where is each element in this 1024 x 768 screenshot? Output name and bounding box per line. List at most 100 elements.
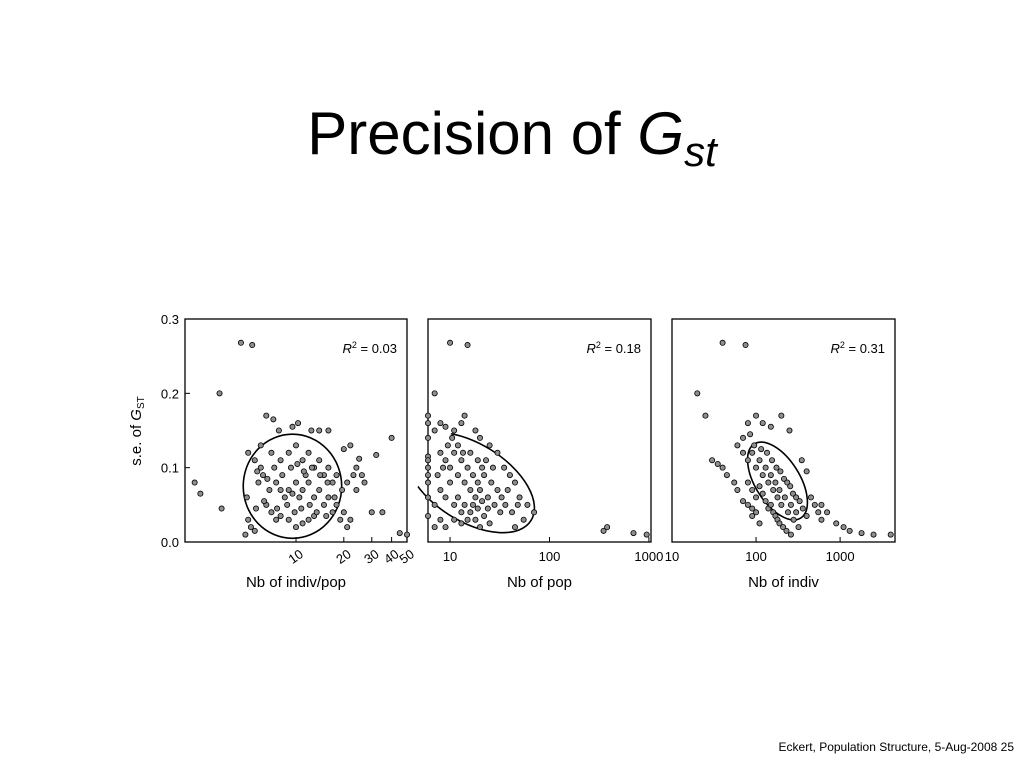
data-point — [501, 464, 508, 471]
data-point — [424, 472, 431, 479]
data-point — [442, 524, 449, 531]
data-point — [793, 494, 800, 501]
data-point — [785, 509, 792, 516]
x-tick-label: 30 — [361, 546, 381, 567]
data-point — [767, 423, 774, 430]
data-point — [353, 464, 360, 471]
data-point — [702, 412, 709, 419]
data-point — [424, 464, 431, 471]
data-point — [281, 494, 288, 501]
data-point — [253, 505, 260, 512]
data-point — [759, 420, 766, 427]
data-point — [840, 524, 847, 531]
data-point — [451, 501, 458, 508]
data-point — [247, 524, 254, 531]
data-point — [630, 530, 637, 537]
y-tick-label: 0.1 — [161, 461, 179, 476]
data-point — [740, 434, 747, 441]
data-point — [437, 449, 444, 456]
data-point — [460, 449, 467, 456]
data-point — [344, 479, 351, 486]
data-point — [442, 494, 449, 501]
data-point — [472, 494, 479, 501]
data-point — [305, 449, 312, 456]
data-point — [516, 494, 523, 501]
data-point — [479, 464, 486, 471]
data-point — [403, 531, 410, 538]
data-point — [454, 442, 461, 449]
data-point — [497, 509, 504, 516]
data-point — [756, 483, 763, 490]
data-point — [368, 509, 375, 516]
data-point — [756, 457, 763, 464]
scatter-panel-2: 10 100 1000 Nb of pop R2 = 0.18 — [405, 318, 663, 591]
data-point — [714, 460, 721, 467]
data-point — [308, 427, 315, 434]
y-axis-label-prefix: s.e. of — [128, 421, 145, 466]
data-point — [287, 464, 294, 471]
data-point — [781, 494, 788, 501]
data-point — [458, 520, 465, 527]
data-point — [504, 486, 511, 493]
data-point — [271, 464, 278, 471]
data-point — [796, 498, 803, 505]
data-point — [305, 516, 312, 523]
data-point — [502, 501, 509, 508]
data-point — [858, 530, 865, 537]
data-point — [753, 412, 760, 419]
data-point — [803, 512, 810, 519]
data-point — [245, 449, 252, 456]
data-point — [329, 479, 336, 486]
data-point — [437, 516, 444, 523]
data-point — [295, 420, 302, 427]
x-axis-label: Nb of indiv/pop — [246, 574, 346, 591]
scatter-panel-3: 10 100 1000 Nb of indiv R2 = 0.31 — [665, 318, 896, 591]
data-point — [472, 427, 479, 434]
data-point — [292, 524, 299, 531]
data-point — [218, 505, 225, 512]
data-point — [311, 494, 318, 501]
data-point — [795, 524, 802, 531]
data-point — [464, 342, 471, 349]
data-point — [325, 427, 332, 434]
data-point — [325, 494, 332, 501]
data-point — [257, 442, 264, 449]
r-squared-label: R2 = 0.18 — [586, 340, 641, 356]
data-point — [789, 490, 796, 497]
data-point — [798, 457, 805, 464]
slide-title: Precision of Gst — [0, 96, 1024, 190]
data-point — [373, 452, 380, 459]
data-point — [793, 509, 800, 516]
data-point — [333, 501, 340, 508]
data-point — [447, 464, 454, 471]
data-point — [469, 472, 476, 479]
data-point — [451, 427, 458, 434]
data-point — [431, 427, 438, 434]
data-point — [424, 434, 431, 441]
data-point — [329, 509, 336, 516]
data-point — [458, 457, 465, 464]
data-point — [285, 486, 292, 493]
confidence-ellipse — [405, 431, 536, 534]
data-point — [818, 501, 825, 508]
data-point — [749, 505, 756, 512]
data-point — [451, 449, 458, 456]
x-tick-label: 100 — [539, 549, 561, 564]
data-point — [472, 516, 479, 523]
data-point — [243, 494, 250, 501]
data-point — [740, 449, 747, 456]
data-point — [723, 472, 730, 479]
data-point — [444, 442, 451, 449]
data-point — [824, 509, 831, 516]
data-point — [758, 446, 765, 453]
x-tick-label: 1000 — [826, 549, 855, 564]
title-text: Precision of — [307, 100, 638, 167]
data-point — [333, 472, 340, 479]
data-point — [292, 479, 299, 486]
data-point — [340, 509, 347, 516]
data-point — [289, 490, 296, 497]
data-point — [709, 457, 716, 464]
data-point — [762, 498, 769, 505]
data-point — [694, 390, 701, 397]
